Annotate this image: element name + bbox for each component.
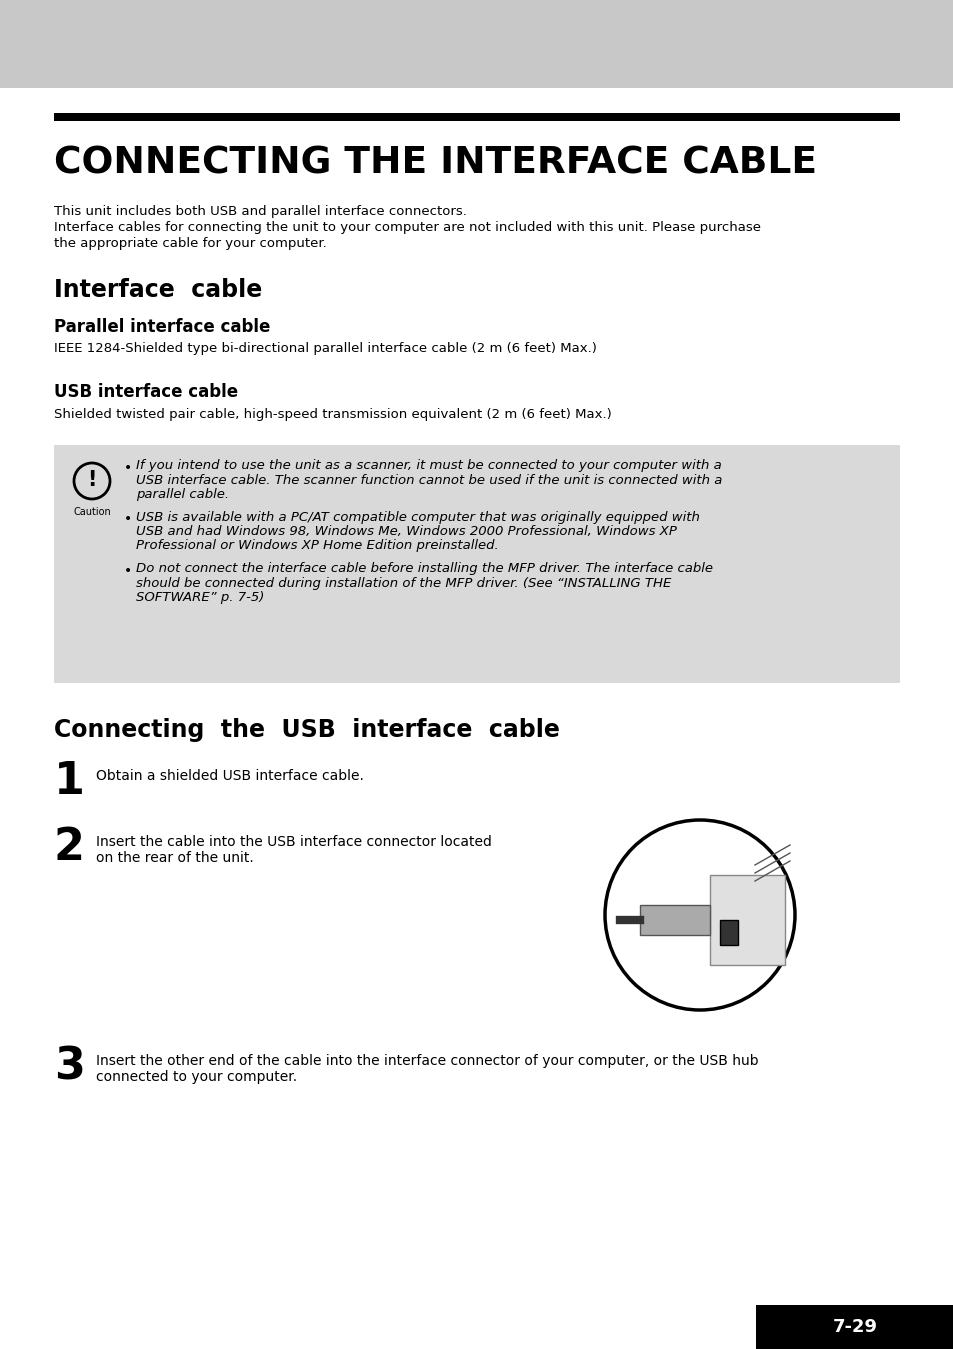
Text: 1: 1: [54, 759, 85, 803]
Text: USB is available with a PC/AT compatible computer that was originally equipped w: USB is available with a PC/AT compatible…: [136, 510, 700, 523]
Bar: [720, 920, 738, 946]
Bar: [54, 113, 899, 121]
Text: Insert the cable into the USB interface connector located: Insert the cable into the USB interface …: [96, 835, 492, 849]
Text: parallel cable.: parallel cable.: [136, 488, 229, 500]
Text: IEEE 1284-Shielded type bi-directional parallel interface cable (2 m (6 feet) Ma: IEEE 1284-Shielded type bi-directional p…: [54, 343, 597, 355]
Text: Caution: Caution: [73, 507, 111, 517]
Text: Parallel interface cable: Parallel interface cable: [54, 318, 270, 336]
Text: Shielded twisted pair cable, high-speed transmission equivalent (2 m (6 feet) Ma: Shielded twisted pair cable, high-speed …: [54, 407, 611, 421]
Text: connected to your computer.: connected to your computer.: [96, 1070, 296, 1085]
Text: Interface  cable: Interface cable: [54, 278, 262, 302]
Text: Do not connect the interface cable before installing the MFP driver. The interfa: Do not connect the interface cable befor…: [136, 563, 712, 575]
Text: CONNECTING THE INTERFACE CABLE: CONNECTING THE INTERFACE CABLE: [54, 144, 816, 181]
Text: If you intend to use the unit as a scanner, it must be connected to your compute: If you intend to use the unit as a scann…: [136, 459, 721, 472]
Text: !: !: [88, 469, 96, 490]
Text: 2: 2: [54, 826, 85, 869]
Text: •: •: [124, 513, 132, 526]
Text: on the rear of the unit.: on the rear of the unit.: [96, 851, 253, 865]
Text: •: •: [124, 461, 132, 475]
Bar: [550, 820, 909, 1010]
Text: the appropriate cable for your computer.: the appropriate cable for your computer.: [54, 237, 327, 250]
Bar: [54, 445, 899, 683]
Bar: [639, 905, 709, 935]
Text: •: •: [124, 564, 132, 577]
Text: Connecting  the  USB  interface  cable: Connecting the USB interface cable: [54, 718, 559, 742]
Text: USB interface cable. The scanner function cannot be used if the unit is connecte: USB interface cable. The scanner functio…: [136, 473, 721, 487]
Text: SOFTWARE” p. 7-5): SOFTWARE” p. 7-5): [136, 591, 264, 604]
Text: should be connected during installation of the MFP driver. (See “INSTALLING THE: should be connected during installation …: [136, 576, 671, 590]
Text: 7-29: 7-29: [832, 1318, 877, 1336]
Bar: [0, 0, 953, 88]
Text: USB interface cable: USB interface cable: [54, 383, 238, 401]
Text: 3: 3: [54, 1045, 85, 1089]
Text: USB and had Windows 98, Windows Me, Windows 2000 Professional, Windows XP: USB and had Windows 98, Windows Me, Wind…: [136, 525, 677, 538]
Circle shape: [604, 820, 794, 1010]
Text: Interface cables for connecting the unit to your computer are not included with : Interface cables for connecting the unit…: [54, 221, 760, 233]
Bar: [709, 876, 784, 965]
Text: This unit includes both USB and parallel interface connectors.: This unit includes both USB and parallel…: [54, 205, 466, 219]
Bar: [755, 1304, 953, 1349]
Text: Obtain a shielded USB interface cable.: Obtain a shielded USB interface cable.: [96, 769, 363, 782]
Text: Insert the other end of the cable into the interface connector of your computer,: Insert the other end of the cable into t…: [96, 1054, 758, 1068]
Text: Professional or Windows XP Home Edition preinstalled.: Professional or Windows XP Home Edition …: [136, 540, 498, 553]
